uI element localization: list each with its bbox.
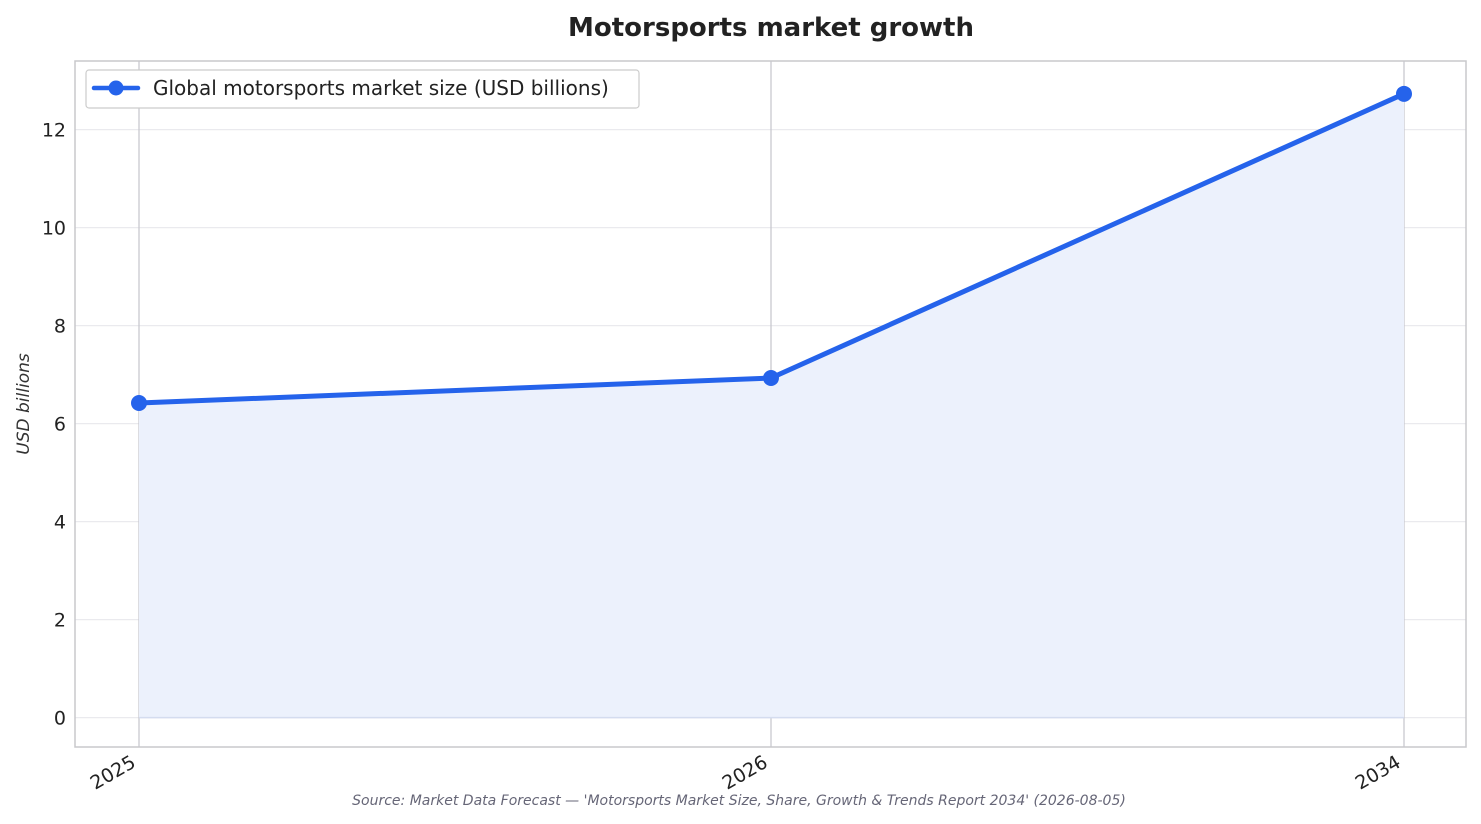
legend-marker-swatch bbox=[108, 80, 124, 96]
source-note: Source: Market Data Forecast — 'Motorspo… bbox=[352, 793, 1126, 809]
data-point bbox=[1396, 85, 1412, 102]
legend-box bbox=[85, 69, 640, 109]
y-tick-label: 8 bbox=[54, 316, 66, 338]
y-tick-label: 2 bbox=[54, 610, 66, 632]
plot-frame bbox=[74, 60, 1467, 748]
y-tick-label: 4 bbox=[54, 512, 66, 534]
chart-title: Motorsports market growth bbox=[568, 13, 974, 43]
area-fill bbox=[139, 93, 1404, 718]
x-tick-label: 2034 bbox=[1352, 751, 1405, 794]
data-point bbox=[763, 370, 779, 387]
legend-label: Global motorsports market size (USD bill… bbox=[153, 76, 609, 100]
y-axis-label: USD billions bbox=[14, 353, 34, 455]
x-tick-label: 2026 bbox=[719, 751, 772, 794]
legend: Global motorsports market size (USD bill… bbox=[85, 69, 640, 109]
y-tick-labels: 0 2 4 6 8 10 12 bbox=[42, 120, 66, 730]
area-layer bbox=[139, 93, 1404, 719]
data-point bbox=[131, 395, 147, 412]
x-tick-labels: 2025 2026 2034 bbox=[87, 751, 1405, 794]
y-tick-label: 6 bbox=[54, 414, 66, 436]
y-tick-label: 0 bbox=[54, 708, 66, 730]
x-tick-label: 2025 bbox=[87, 751, 140, 794]
series-layer bbox=[131, 85, 1412, 412]
y-tick-label: 10 bbox=[42, 218, 66, 240]
y-tick-label: 12 bbox=[42, 120, 66, 142]
